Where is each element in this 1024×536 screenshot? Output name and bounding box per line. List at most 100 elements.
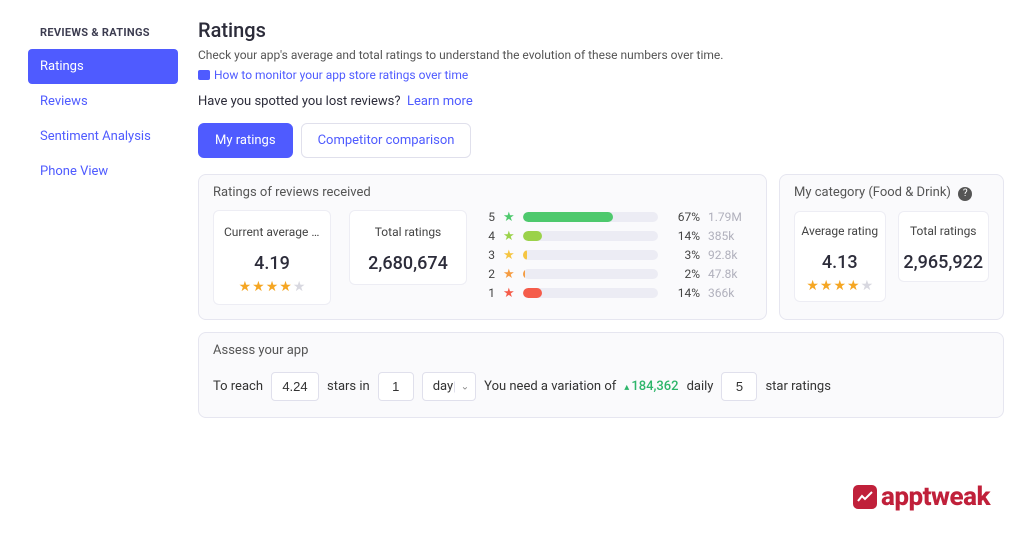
star-icon: ★ xyxy=(266,280,279,294)
cat-total-card: Total ratings 2,965,922 xyxy=(898,211,990,282)
bar-fill xyxy=(523,212,614,222)
star-icon: ★ xyxy=(503,249,515,262)
bar-track xyxy=(523,212,658,222)
sidebar-header: REVIEWS & RATINGS xyxy=(28,18,178,49)
learn-more-link[interactable]: Learn more xyxy=(407,94,473,109)
dist-row-5: 5 ★ 67% 1.79M xyxy=(485,210,752,224)
star-icon: ★ xyxy=(806,279,819,293)
star-icon: ★ xyxy=(503,230,515,243)
cat-total-value: 2,965,922 xyxy=(903,252,985,273)
duration-unit-label: day xyxy=(433,379,453,394)
dist-percent: 2% xyxy=(666,267,700,281)
dist-percent: 3% xyxy=(666,248,700,262)
main-content: Ratings Check your app's average and tot… xyxy=(178,18,1004,418)
dist-label: 5 xyxy=(485,210,495,224)
total-ratings-value: 2,680,674 xyxy=(360,253,456,274)
duration-unit-select[interactable]: day ⌄ xyxy=(422,372,476,401)
dist-row-2: 2 ★ 2% 47.8k xyxy=(485,267,752,281)
assess-stars-in: stars in xyxy=(327,379,370,394)
star-icon: ★ xyxy=(293,280,306,294)
chevron-down-icon: ⌄ xyxy=(454,381,469,392)
dist-label: 4 xyxy=(485,229,495,243)
page-title: Ratings xyxy=(198,18,1004,42)
dist-count: 47.8k xyxy=(708,267,752,281)
star-icon: ★ xyxy=(861,279,874,293)
tab-competitor[interactable]: Competitor comparison xyxy=(301,123,472,158)
tab-my-ratings[interactable]: My ratings xyxy=(198,123,293,158)
star-icon: ★ xyxy=(833,279,846,293)
dist-label: 2 xyxy=(485,267,495,281)
bar-fill xyxy=(523,231,542,241)
sidebar-item-ratings[interactable]: Ratings xyxy=(28,49,178,84)
assess-star-ratings: star ratings xyxy=(765,379,831,394)
avg-rating-card: Current average rati... 4.19 ★★★★★ xyxy=(213,210,331,305)
star-icon: ★ xyxy=(239,280,252,294)
rating-distribution: 5★67%1.79M4★14%385k3★3%92.8k2★2%47.8k1★1… xyxy=(485,210,752,305)
help-icon[interactable]: ? xyxy=(958,187,972,201)
sidebar: REVIEWS & RATINGS Ratings Reviews Sentim… xyxy=(28,18,178,418)
bar-track xyxy=(523,231,658,241)
assess-prefix: To reach xyxy=(213,379,263,394)
dist-percent: 14% xyxy=(666,286,700,300)
category-panel: My category (Food & Drink) ? Average rat… xyxy=(779,174,1004,320)
dist-count: 385k xyxy=(708,229,752,243)
dist-row-3: 3 ★ 3% 92.8k xyxy=(485,248,752,262)
cat-avg-value: 4.13 xyxy=(799,252,881,273)
star-icon: ★ xyxy=(503,287,515,300)
cat-avg-label: Average rating xyxy=(799,224,881,238)
lost-reviews-prompt: Have you spotted you lost reviews? Learn… xyxy=(198,94,1004,109)
avg-rating-stars: ★★★★★ xyxy=(224,280,320,294)
dist-row-1: 1 ★ 14% 366k xyxy=(485,286,752,300)
ratings-panel: Ratings of reviews received Current aver… xyxy=(198,174,767,320)
page-subtitle: Check your app's average and total ratin… xyxy=(198,48,1004,62)
star-icon: ★ xyxy=(279,280,292,294)
category-header-text: My category (Food & Drink) xyxy=(794,185,951,200)
star-target-input[interactable] xyxy=(721,372,757,401)
avg-rating-label: Current average rati... xyxy=(224,225,320,239)
dist-row-4: 4 ★ 14% 385k xyxy=(485,229,752,243)
bar-track xyxy=(523,269,658,279)
avg-rating-value: 4.19 xyxy=(224,253,320,274)
dist-percent: 14% xyxy=(666,229,700,243)
logo-mark-icon xyxy=(853,485,877,509)
bar-track xyxy=(523,288,658,298)
cat-avg-stars: ★★★★★ xyxy=(799,279,881,293)
assess-need-text: You need a variation of xyxy=(484,379,616,394)
star-icon: ★ xyxy=(820,279,833,293)
help-link-text: How to monitor your app store ratings ov… xyxy=(214,68,468,82)
cat-total-label: Total ratings xyxy=(903,224,985,238)
bar-fill xyxy=(523,250,527,260)
total-ratings-card: Total ratings 2,680,674 xyxy=(349,210,467,285)
bar-track xyxy=(523,250,658,260)
book-icon xyxy=(198,70,210,80)
brand-name: apptweak xyxy=(881,482,990,512)
dist-count: 1.79M xyxy=(708,210,752,224)
category-panel-header: My category (Food & Drink) ? xyxy=(780,175,1003,211)
dist-count: 366k xyxy=(708,286,752,300)
assess-panel: Assess your app To reach stars in day ⌄ … xyxy=(198,332,1004,418)
assess-header: Assess your app xyxy=(199,333,1003,368)
sidebar-item-sentiment[interactable]: Sentiment Analysis xyxy=(28,119,178,154)
star-icon: ★ xyxy=(503,268,515,281)
target-rating-input[interactable] xyxy=(271,372,319,401)
bar-fill xyxy=(523,288,542,298)
star-icon: ★ xyxy=(252,280,265,294)
brand-logo: apptweak xyxy=(853,482,990,512)
dist-count: 92.8k xyxy=(708,248,752,262)
variation-value: 184,362 xyxy=(624,379,678,394)
duration-value-input[interactable] xyxy=(378,372,414,401)
help-link[interactable]: How to monitor your app store ratings ov… xyxy=(198,68,468,82)
star-icon: ★ xyxy=(503,211,515,224)
bar-fill xyxy=(523,269,526,279)
dist-label: 3 xyxy=(485,248,495,262)
lost-reviews-text: Have you spotted you lost reviews? xyxy=(198,94,401,109)
dist-label: 1 xyxy=(485,286,495,300)
tabs: My ratings Competitor comparison xyxy=(198,123,1004,158)
star-icon: ★ xyxy=(847,279,860,293)
sidebar-item-phone-view[interactable]: Phone View xyxy=(28,154,178,189)
cat-avg-card: Average rating 4.13 ★★★★★ xyxy=(794,211,886,302)
assess-daily: daily xyxy=(687,379,714,394)
sidebar-item-reviews[interactable]: Reviews xyxy=(28,84,178,119)
total-ratings-label: Total ratings xyxy=(360,225,456,239)
dist-percent: 67% xyxy=(666,210,700,224)
